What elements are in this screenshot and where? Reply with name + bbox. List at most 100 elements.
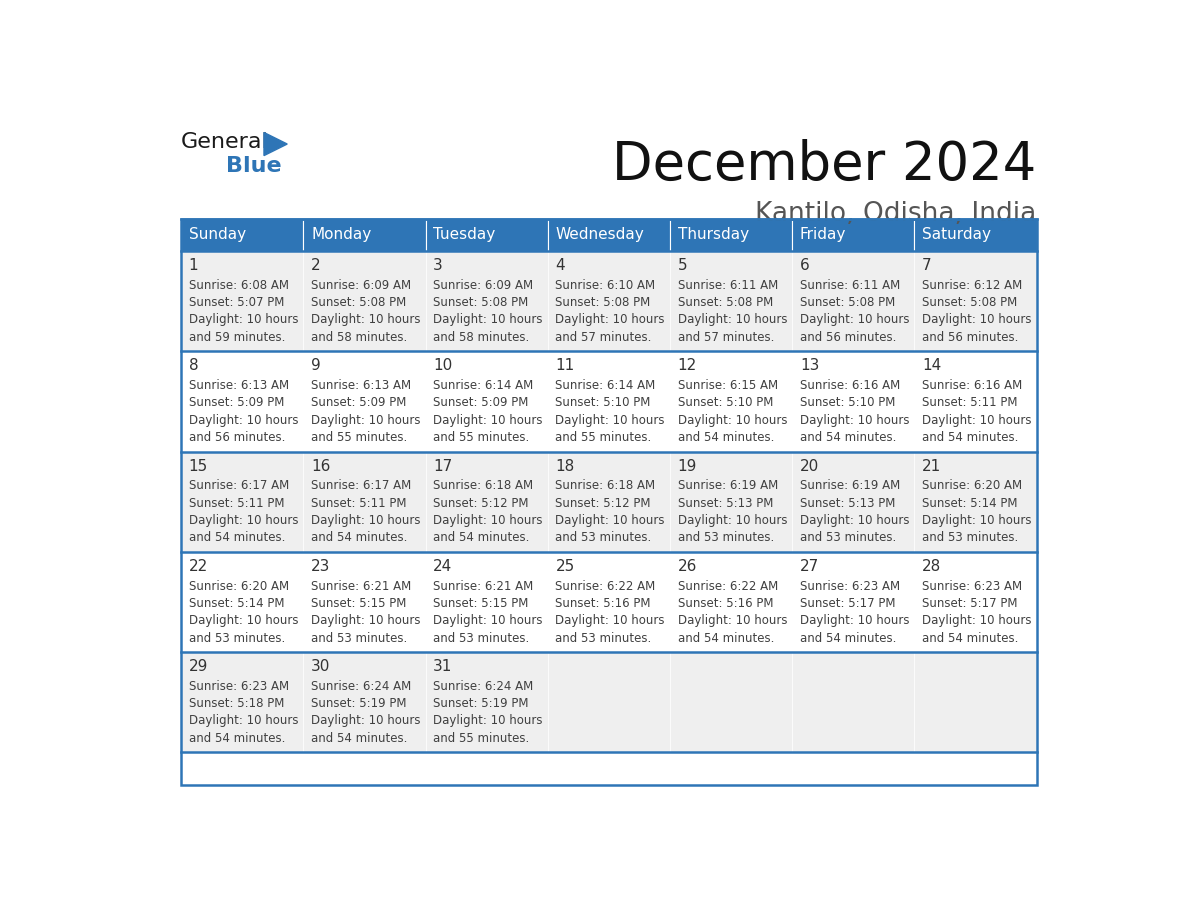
Text: and 54 minutes.: and 54 minutes. — [922, 431, 1018, 444]
Text: Thursday: Thursday — [677, 228, 748, 242]
Text: and 54 minutes.: and 54 minutes. — [800, 632, 896, 644]
Bar — [670, 552, 792, 652]
Text: Kantilo, Odisha, India: Kantilo, Odisha, India — [756, 201, 1037, 227]
Text: Daylight: 10 hours: Daylight: 10 hours — [434, 614, 543, 627]
Text: Daylight: 10 hours: Daylight: 10 hours — [556, 514, 665, 527]
Text: Tuesday: Tuesday — [434, 228, 495, 242]
Text: 24: 24 — [434, 559, 453, 574]
Bar — [792, 352, 915, 452]
Text: and 57 minutes.: and 57 minutes. — [556, 330, 652, 343]
Text: and 54 minutes.: and 54 minutes. — [922, 632, 1018, 644]
Text: 4: 4 — [556, 258, 565, 273]
Text: 7: 7 — [922, 258, 931, 273]
Text: and 53 minutes.: and 53 minutes. — [556, 632, 652, 644]
Text: and 54 minutes.: and 54 minutes. — [677, 431, 775, 444]
Bar — [425, 552, 548, 652]
Text: Sunrise: 6:17 AM: Sunrise: 6:17 AM — [189, 479, 289, 492]
Text: Sunset: 5:11 PM: Sunset: 5:11 PM — [311, 497, 406, 509]
Text: Wednesday: Wednesday — [556, 228, 644, 242]
Polygon shape — [264, 132, 287, 155]
Text: 9: 9 — [311, 358, 321, 374]
Text: and 55 minutes.: and 55 minutes. — [434, 431, 530, 444]
Bar — [425, 251, 548, 352]
Text: Daylight: 10 hours: Daylight: 10 hours — [800, 414, 910, 427]
Text: and 54 minutes.: and 54 minutes. — [189, 532, 285, 544]
Bar — [670, 652, 792, 753]
Text: and 53 minutes.: and 53 minutes. — [922, 532, 1018, 544]
Bar — [303, 352, 425, 452]
Text: and 53 minutes.: and 53 minutes. — [800, 532, 896, 544]
Text: Sunset: 5:18 PM: Sunset: 5:18 PM — [189, 697, 284, 711]
Text: Daylight: 10 hours: Daylight: 10 hours — [556, 313, 665, 327]
Bar — [181, 452, 303, 552]
Text: Sunrise: 6:11 AM: Sunrise: 6:11 AM — [800, 279, 901, 292]
Text: 25: 25 — [556, 559, 575, 574]
Bar — [303, 251, 425, 352]
Text: Sunset: 5:19 PM: Sunset: 5:19 PM — [311, 697, 406, 711]
Text: Sunset: 5:17 PM: Sunset: 5:17 PM — [800, 597, 896, 610]
Text: and 54 minutes.: and 54 minutes. — [800, 431, 896, 444]
Text: Daylight: 10 hours: Daylight: 10 hours — [311, 514, 421, 527]
Bar — [303, 652, 425, 753]
Text: Sunset: 5:14 PM: Sunset: 5:14 PM — [189, 597, 284, 610]
Text: Daylight: 10 hours: Daylight: 10 hours — [434, 714, 543, 727]
Text: Daylight: 10 hours: Daylight: 10 hours — [434, 514, 543, 527]
Text: Sunday: Sunday — [189, 228, 246, 242]
Text: 6: 6 — [800, 258, 810, 273]
Bar — [670, 352, 792, 452]
Bar — [792, 218, 915, 251]
Text: 19: 19 — [677, 458, 697, 474]
Text: Sunrise: 6:18 AM: Sunrise: 6:18 AM — [434, 479, 533, 492]
Bar — [915, 552, 1037, 652]
Bar — [181, 218, 303, 251]
Text: Sunset: 5:16 PM: Sunset: 5:16 PM — [556, 597, 651, 610]
Bar — [792, 251, 915, 352]
Text: 27: 27 — [800, 559, 820, 574]
Bar — [915, 352, 1037, 452]
Text: and 58 minutes.: and 58 minutes. — [311, 330, 407, 343]
Text: 15: 15 — [189, 458, 208, 474]
Text: Sunset: 5:07 PM: Sunset: 5:07 PM — [189, 297, 284, 309]
Bar — [181, 352, 303, 452]
Text: and 54 minutes.: and 54 minutes. — [677, 632, 775, 644]
Text: Sunrise: 6:23 AM: Sunrise: 6:23 AM — [189, 680, 289, 693]
Text: Sunset: 5:08 PM: Sunset: 5:08 PM — [800, 297, 896, 309]
Text: Blue: Blue — [226, 156, 282, 176]
Bar — [548, 218, 670, 251]
Text: and 55 minutes.: and 55 minutes. — [434, 732, 530, 744]
Text: Saturday: Saturday — [922, 228, 991, 242]
Text: and 55 minutes.: and 55 minutes. — [311, 431, 407, 444]
Text: and 54 minutes.: and 54 minutes. — [311, 732, 407, 744]
Text: Sunrise: 6:16 AM: Sunrise: 6:16 AM — [922, 379, 1023, 392]
Text: Sunrise: 6:13 AM: Sunrise: 6:13 AM — [189, 379, 289, 392]
Bar — [915, 251, 1037, 352]
Text: December 2024: December 2024 — [612, 140, 1037, 192]
Text: 12: 12 — [677, 358, 697, 374]
Text: and 54 minutes.: and 54 minutes. — [311, 532, 407, 544]
Text: Sunset: 5:17 PM: Sunset: 5:17 PM — [922, 597, 1018, 610]
Bar — [792, 452, 915, 552]
Text: Sunset: 5:08 PM: Sunset: 5:08 PM — [677, 297, 773, 309]
Text: Sunset: 5:12 PM: Sunset: 5:12 PM — [556, 497, 651, 509]
Text: Daylight: 10 hours: Daylight: 10 hours — [189, 414, 298, 427]
Text: Daylight: 10 hours: Daylight: 10 hours — [189, 514, 298, 527]
Text: and 56 minutes.: and 56 minutes. — [922, 330, 1018, 343]
Text: Sunset: 5:09 PM: Sunset: 5:09 PM — [311, 397, 406, 409]
Text: Sunrise: 6:23 AM: Sunrise: 6:23 AM — [922, 579, 1023, 592]
Text: 18: 18 — [556, 458, 575, 474]
Text: Sunset: 5:14 PM: Sunset: 5:14 PM — [922, 497, 1018, 509]
Text: Sunset: 5:15 PM: Sunset: 5:15 PM — [434, 597, 529, 610]
Text: Sunset: 5:16 PM: Sunset: 5:16 PM — [677, 597, 773, 610]
Text: Sunset: 5:10 PM: Sunset: 5:10 PM — [677, 397, 773, 409]
Text: Daylight: 10 hours: Daylight: 10 hours — [434, 414, 543, 427]
Text: Sunrise: 6:18 AM: Sunrise: 6:18 AM — [556, 479, 656, 492]
Bar — [425, 452, 548, 552]
Text: and 56 minutes.: and 56 minutes. — [800, 330, 896, 343]
Text: 2: 2 — [311, 258, 321, 273]
Text: Daylight: 10 hours: Daylight: 10 hours — [800, 313, 910, 327]
Text: Daylight: 10 hours: Daylight: 10 hours — [677, 414, 788, 427]
Text: Sunset: 5:08 PM: Sunset: 5:08 PM — [556, 297, 651, 309]
Text: 21: 21 — [922, 458, 941, 474]
Bar — [915, 652, 1037, 753]
Text: 13: 13 — [800, 358, 820, 374]
